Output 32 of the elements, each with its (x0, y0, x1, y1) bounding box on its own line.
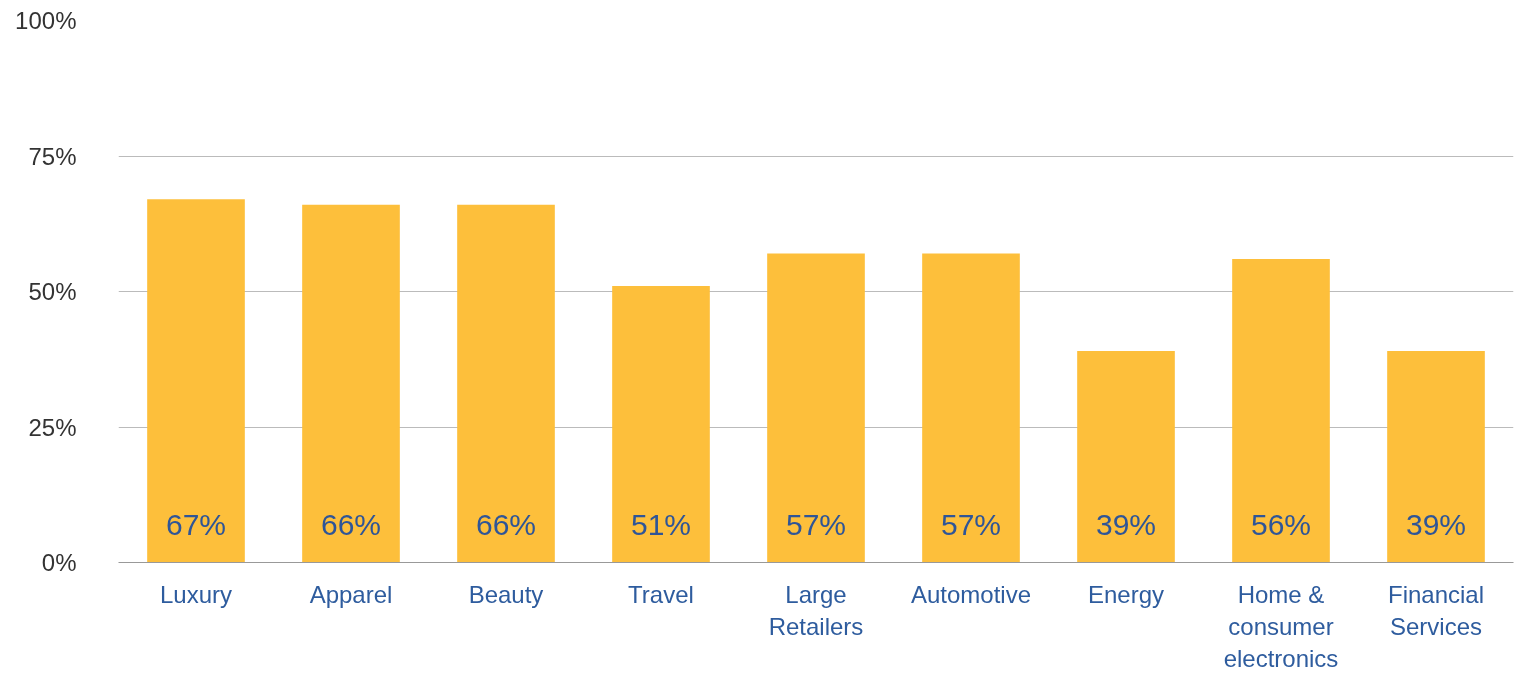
y-tick-label: 100% (15, 7, 77, 34)
data-label: 67% (165, 507, 227, 541)
data-label: 39% (1405, 507, 1467, 541)
y-tick-label: 25% (28, 413, 77, 441)
data-label: 66% (320, 507, 382, 541)
bar (457, 204, 555, 563)
data-label: 39% (1095, 507, 1157, 541)
data-label: 51% (630, 507, 692, 541)
x-tick-label: Apparel (309, 580, 393, 608)
bar (147, 199, 245, 563)
x-tick-label: Energy (1087, 580, 1165, 608)
x-tick-label: Large Retailers (768, 580, 864, 640)
bar (1232, 258, 1330, 563)
bar (1387, 351, 1485, 563)
y-tick-label: 50% (28, 278, 77, 305)
data-label: 57% (940, 507, 1002, 541)
y-tick-label: 0% (41, 549, 77, 576)
bar (767, 253, 865, 563)
bar (302, 204, 400, 563)
bar (612, 286, 710, 563)
data-label: 57% (785, 507, 847, 541)
x-tick-label: Luxury (159, 580, 233, 608)
x-tick-label: Travel (628, 580, 694, 608)
y-tick-label: 75% (28, 142, 77, 170)
data-label: 56% (1250, 507, 1312, 541)
bar (922, 253, 1020, 563)
x-tick-label: Home & consumer electronics (1223, 580, 1339, 673)
bar (1077, 351, 1175, 563)
x-tick-label: Automotive (910, 580, 1032, 608)
x-tick-label: Financial Services (1387, 580, 1485, 640)
x-tick-label: Beauty (468, 580, 544, 608)
data-label: 66% (475, 507, 537, 541)
